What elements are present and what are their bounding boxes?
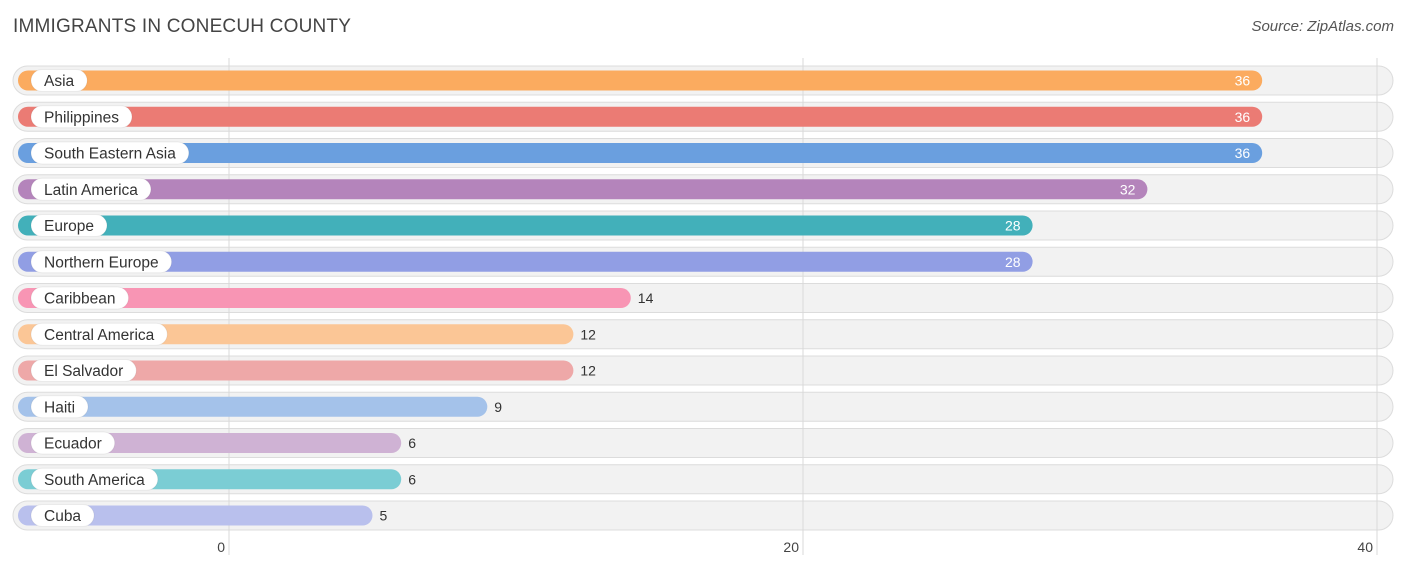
category-label: Cuba (44, 508, 81, 525)
x-tick-label: 20 (783, 539, 799, 555)
category-pill (30, 141, 190, 165)
value-label: 9 (494, 399, 502, 415)
category-pill (30, 322, 168, 346)
x-tick-label: 40 (1357, 539, 1373, 555)
category-label: Europe (44, 218, 94, 235)
bar-south-eastern-asia (18, 143, 1263, 163)
bar-el-salvador (18, 360, 574, 381)
category-pill (30, 286, 130, 310)
category-pill (30, 250, 173, 274)
category-pill (30, 69, 88, 92)
value-label: 14 (638, 290, 654, 306)
bar-caribbean (18, 288, 631, 308)
bar-northern-europe (18, 251, 1033, 272)
category-label: Northern Europe (44, 254, 159, 271)
source-credit: Source: ZipAtlas.com (1251, 18, 1394, 35)
category-label: Central America (44, 327, 155, 344)
bar-asia (18, 70, 1263, 91)
category-pill (30, 359, 137, 382)
value-label: 36 (1235, 109, 1251, 125)
category-label: South America (44, 472, 145, 489)
value-label: 12 (580, 363, 596, 379)
value-label: 28 (1005, 254, 1021, 270)
bar-ecuador (18, 433, 402, 453)
category-label: Haiti (44, 399, 75, 416)
category-pill (30, 395, 89, 419)
category-pill (30, 431, 116, 455)
category-pill (30, 214, 108, 237)
value-label: 6 (408, 435, 416, 451)
value-label: 32 (1120, 181, 1136, 197)
category-label: Ecuador (44, 436, 102, 453)
bar-cuba (18, 505, 373, 526)
category-pill (30, 504, 95, 527)
category-label: Latin America (44, 182, 138, 199)
category-label: El Salvador (44, 363, 123, 380)
category-label: Caribbean (44, 291, 116, 308)
category-pill (30, 177, 152, 201)
category-label: South Eastern Asia (44, 146, 176, 163)
category-label: Asia (44, 73, 75, 90)
value-label: 6 (408, 471, 416, 487)
value-label: 28 (1005, 218, 1021, 234)
x-tick-label: 0 (217, 539, 225, 555)
category-pill (30, 467, 159, 491)
value-label: 36 (1235, 73, 1251, 89)
value-label: 5 (380, 508, 388, 524)
bar-europe (18, 215, 1033, 236)
bar-haiti (18, 396, 488, 417)
chart-title: IMMIGRANTS IN CONECUH COUNTY (13, 16, 352, 37)
value-label: 12 (580, 326, 596, 342)
bar-latin-america (18, 179, 1148, 200)
value-label: 36 (1235, 145, 1251, 161)
category-pill (30, 105, 133, 129)
bar-philippines (18, 106, 1263, 127)
category-label: Philippines (44, 109, 119, 126)
